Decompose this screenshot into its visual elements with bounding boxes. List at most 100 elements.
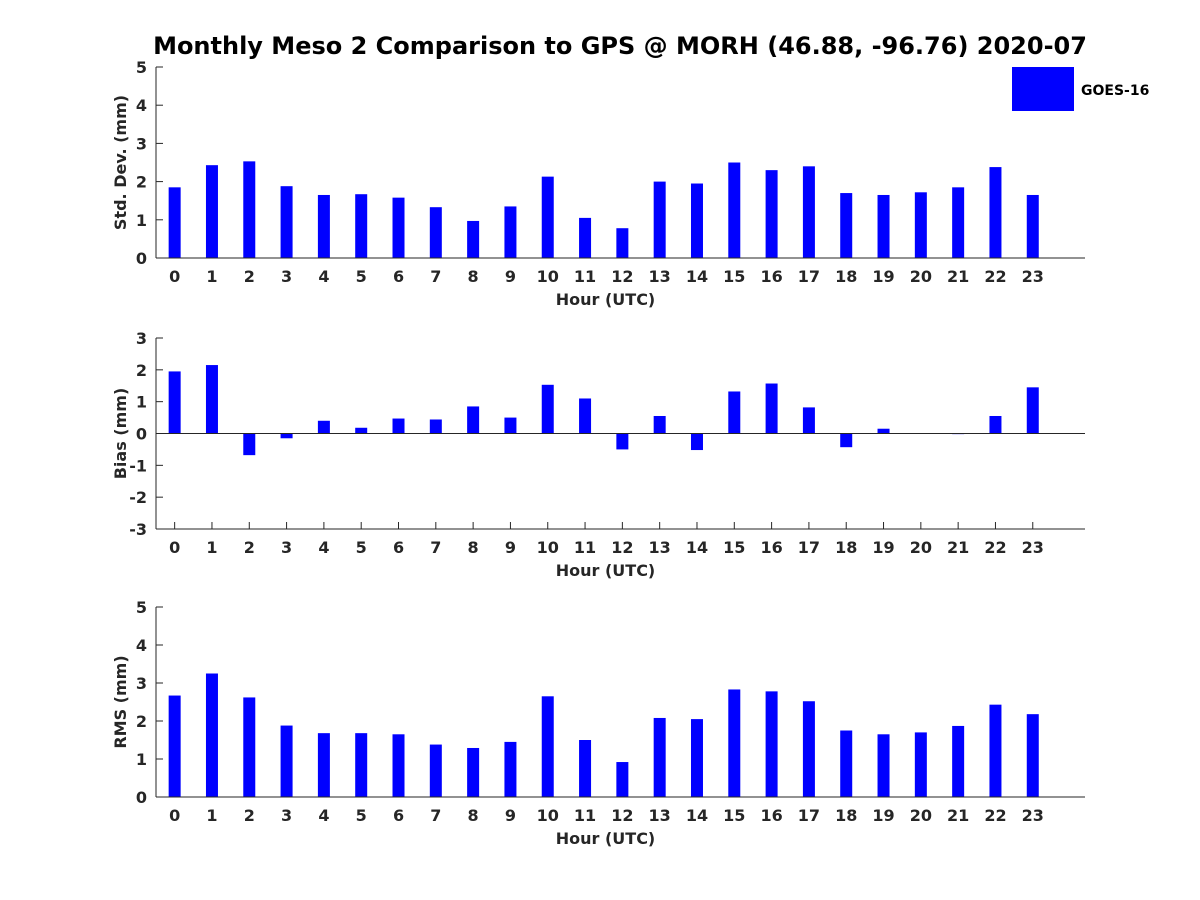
x-tick-label: 21	[947, 538, 969, 557]
bar-hour-11	[579, 740, 592, 797]
bar-hour-10	[541, 696, 554, 797]
y-axis-label: RMS (mm)	[111, 655, 130, 748]
y-tick-label: 1	[136, 393, 147, 412]
y-tick-label: 0	[136, 788, 147, 807]
bar-hour-6	[392, 418, 405, 434]
x-tick-label: 18	[835, 267, 857, 286]
bar-hour-18	[840, 433, 853, 448]
x-tick-label: 8	[468, 267, 479, 286]
bar-hour-1	[205, 165, 218, 258]
x-tick-label: 6	[393, 538, 404, 557]
x-tick-label: 13	[649, 267, 671, 286]
legend-swatch-goes-16	[1012, 67, 1074, 111]
bar-hour-17	[802, 407, 815, 434]
bar-hour-11	[579, 398, 592, 434]
bar-hour-16	[765, 691, 778, 797]
y-tick-label: 0	[136, 425, 147, 444]
x-tick-label: 10	[537, 538, 559, 557]
x-tick-label: 22	[984, 806, 1006, 825]
bar-hour-6	[392, 734, 405, 797]
x-tick-label: 0	[169, 538, 180, 557]
x-tick-label: 8	[468, 538, 479, 557]
x-tick-label: 2	[244, 538, 255, 557]
x-tick-label: 0	[169, 806, 180, 825]
x-tick-label: 15	[723, 267, 745, 286]
bar-hour-19	[877, 194, 890, 258]
bar-hour-9	[504, 417, 517, 434]
x-tick-label: 12	[611, 267, 633, 286]
x-tick-label: 11	[574, 267, 596, 286]
bar-hour-19	[877, 428, 890, 434]
bar-hour-18	[840, 193, 853, 258]
bar-hour-11	[579, 217, 592, 258]
x-tick-label: 3	[281, 806, 292, 825]
y-tick-label: -2	[129, 488, 147, 507]
y-tick-label: 2	[136, 712, 147, 731]
x-tick-label: 9	[505, 806, 516, 825]
bar-hour-4	[317, 733, 330, 797]
bar-hour-7	[429, 419, 442, 434]
bar-hour-22	[989, 167, 1002, 258]
bar-hour-13	[653, 415, 666, 434]
x-tick-label: 5	[356, 806, 367, 825]
y-tick-label: 1	[136, 211, 147, 230]
x-tick-label: 21	[947, 806, 969, 825]
bar-hour-17	[802, 701, 815, 797]
x-tick-label: 1	[206, 806, 217, 825]
y-axis-label: Bias (mm)	[111, 388, 130, 480]
bar-hour-7	[429, 744, 442, 797]
bar-hour-9	[504, 741, 517, 797]
bar-hour-10	[541, 384, 554, 434]
bar-hour-20	[914, 192, 927, 258]
y-axis-label: Std. Dev. (mm)	[111, 95, 130, 230]
y-tick-label: 4	[136, 636, 147, 655]
y-tick-label: -3	[129, 520, 147, 539]
x-tick-label: 14	[686, 267, 708, 286]
x-tick-label: 18	[835, 538, 857, 557]
x-tick-label: 3	[281, 267, 292, 286]
bar-hour-8	[467, 747, 480, 797]
x-tick-label: 15	[723, 538, 745, 557]
x-tick-label: 7	[430, 538, 441, 557]
x-tick-label: 23	[1022, 538, 1044, 557]
x-tick-label: 22	[984, 267, 1006, 286]
x-tick-label: 20	[910, 538, 932, 557]
bar-hour-3	[280, 186, 293, 258]
x-tick-label: 6	[393, 806, 404, 825]
bar-hour-12	[616, 433, 629, 450]
bar-hour-8	[467, 406, 480, 434]
x-tick-label: 16	[760, 538, 782, 557]
x-tick-label: 22	[984, 538, 1006, 557]
bar-hour-13	[653, 717, 666, 797]
x-tick-label: 5	[356, 267, 367, 286]
x-tick-label: 17	[798, 538, 820, 557]
y-tick-label: 1	[136, 750, 147, 769]
bar-hour-5	[355, 733, 368, 797]
y-tick-label: 3	[136, 329, 147, 348]
bar-hour-21	[952, 725, 965, 797]
x-tick-label: 23	[1022, 267, 1044, 286]
x-tick-label: 13	[649, 538, 671, 557]
bar-hour-1	[205, 673, 218, 797]
y-tick-label: 5	[136, 58, 147, 77]
bar-hour-18	[840, 730, 853, 797]
x-tick-label: 2	[244, 806, 255, 825]
bar-hour-5	[355, 427, 368, 434]
x-tick-label: 1	[206, 267, 217, 286]
y-tick-label: -1	[129, 456, 147, 475]
y-tick-label: 2	[136, 361, 147, 380]
bar-hour-8	[467, 220, 480, 258]
x-tick-label: 4	[318, 538, 329, 557]
legend: GOES-16	[1012, 67, 1149, 111]
x-tick-label: 4	[318, 806, 329, 825]
bar-hour-0	[168, 371, 181, 434]
x-tick-label: 16	[760, 806, 782, 825]
x-axis-label: Hour (UTC)	[556, 561, 656, 580]
bar-hour-7	[429, 207, 442, 258]
bar-hour-21	[952, 187, 965, 258]
bar-hour-1	[205, 365, 218, 434]
bar-hour-14	[690, 719, 703, 797]
